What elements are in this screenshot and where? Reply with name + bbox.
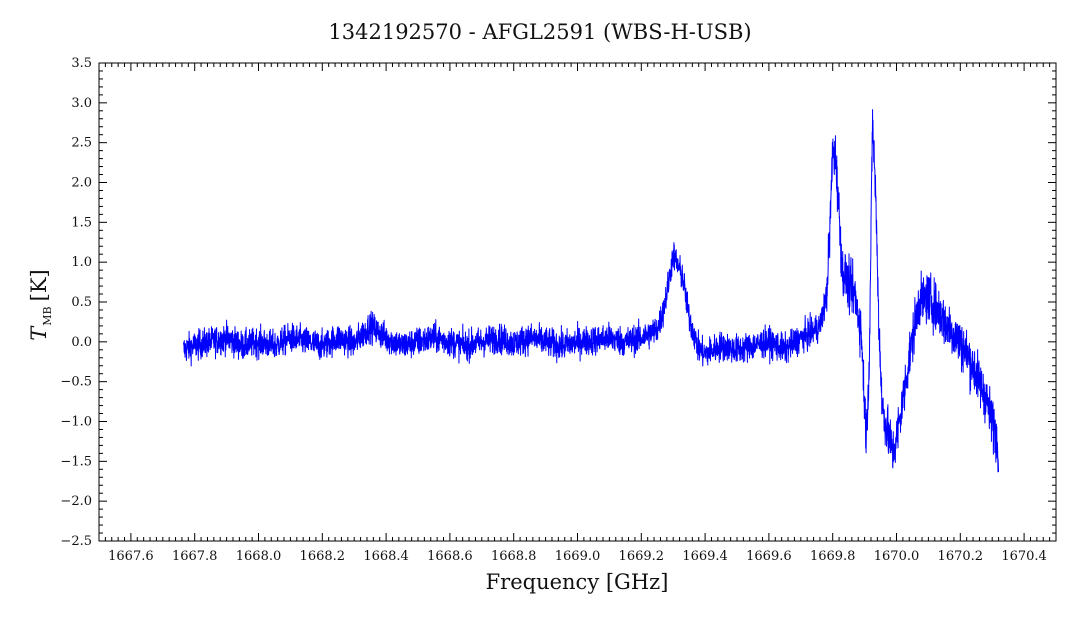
svg-text:TMB[K]: TMB [K] — [27, 269, 54, 340]
y-tick-label: −2.0 — [60, 494, 92, 509]
x-tick-label: 1669.2 — [619, 549, 665, 564]
y-tick-label: 2.5 — [71, 136, 92, 151]
y-tick-label: −1.0 — [60, 415, 92, 430]
x-tick-label: 1669.0 — [555, 549, 601, 564]
y-axis-label-subscript: MB — [41, 306, 54, 325]
ticks-layer — [98, 62, 1057, 542]
plot-frame — [98, 62, 1057, 542]
x-tick-label: 1669.8 — [810, 549, 856, 564]
y-axis-label-unit: [K] — [27, 269, 51, 301]
plot-area — [98, 62, 1057, 542]
x-tick-label: 1668.8 — [491, 549, 537, 564]
x-tick-label: 1669.4 — [682, 549, 728, 564]
y-axis-label-symbol: T — [27, 325, 51, 341]
x-tick-label: 1668.6 — [427, 549, 473, 564]
y-tick-label: 0.5 — [71, 295, 92, 310]
x-axis-label: Frequency [GHz] — [486, 570, 669, 594]
y-tick-label: 3.0 — [71, 96, 92, 111]
y-tick-label: 2.0 — [71, 176, 92, 191]
x-tick-labels: 1667.6 1667.8 1668.0 1668.2 1668.4 1668.6 1668… — [108, 549, 1047, 564]
y-tick-label: 1.0 — [71, 255, 92, 270]
x-tick-label: 1668.4 — [363, 549, 409, 564]
y-tick-label: 0.0 — [71, 335, 92, 350]
x-tick-label: 1669.6 — [746, 549, 792, 564]
chart-title: 1342192570 - AFGL2591 (WBS-H-USB) — [328, 20, 751, 44]
x-tick-label: 1667.6 — [108, 549, 154, 564]
x-tick-label: 1670.2 — [938, 549, 984, 564]
y-tick-label: 1.5 — [71, 215, 92, 230]
x-tick-label: 1670.4 — [1001, 549, 1047, 564]
y-axis-label: TMB [K] — [27, 269, 54, 340]
x-tick-label: 1667.8 — [172, 549, 218, 564]
y-tick-label: −2.5 — [60, 534, 92, 549]
x-tick-label: 1668.0 — [236, 549, 282, 564]
y-tick-labels: −2.5 −2.0 −1.5 −1.0 −0.5 0.0 0.5 1.0 1.5 2.0 2.5 3.… — [60, 56, 92, 549]
series-layer — [183, 109, 1000, 473]
spectrum-series-line — [183, 109, 1000, 473]
y-tick-label: 3.5 — [71, 56, 92, 71]
y-tick-label: −0.5 — [60, 375, 92, 390]
x-tick-label: 1670.0 — [874, 549, 920, 564]
x-tick-label: 1668.2 — [300, 549, 346, 564]
y-tick-label: −1.5 — [60, 454, 92, 469]
